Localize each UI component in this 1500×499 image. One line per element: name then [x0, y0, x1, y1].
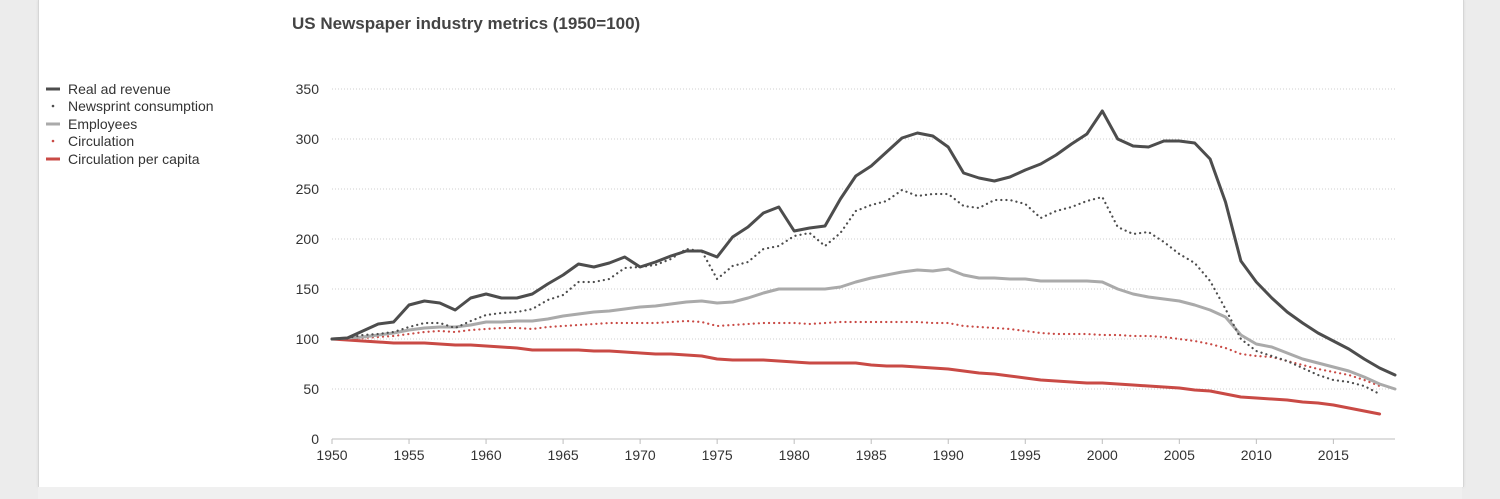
x-tick-label: 1965 [548, 447, 579, 463]
legend-label: Circulation [68, 133, 135, 150]
y-tick-label: 300 [296, 131, 320, 147]
x-tick-label: 1950 [316, 447, 347, 463]
x-tick-label: 1980 [779, 447, 810, 463]
x-tick-label: 1955 [393, 447, 424, 463]
legend: Real ad revenue Newsprint consumption Em… [46, 80, 214, 168]
series-line-employees [330, 267, 1397, 391]
series-line-real-ad-revenue [330, 109, 1397, 377]
footer-strip [38, 487, 1462, 499]
x-tick-label: 2000 [1087, 447, 1118, 463]
x-tick-label: 2010 [1241, 447, 1272, 463]
legend-label: Newsprint consumption [68, 98, 214, 115]
legend-item-employees: Employees [46, 115, 214, 133]
y-tick-label: 150 [296, 281, 320, 297]
x-tick-label: 1995 [1010, 447, 1041, 463]
y-tick-label: 200 [296, 231, 320, 247]
legend-label: Employees [68, 115, 138, 132]
legend-swatch-icon [46, 157, 60, 161]
legend-swatch-icon [51, 104, 55, 108]
x-tick-label: 1990 [933, 447, 964, 463]
legend-item-newsprint-consumption: Newsprint consumption [46, 98, 214, 116]
legend-swatch-icon [51, 139, 55, 143]
legend-swatch-icon [46, 87, 60, 91]
legend-item-circulation-per-capita: Circulation per capita [46, 150, 214, 168]
y-tick-label: 100 [296, 331, 320, 347]
legend-label: Circulation per capita [68, 150, 200, 167]
y-tick-label: 50 [303, 381, 319, 397]
series-line-newsprint-consumption [330, 188, 1381, 396]
legend-swatch-icon [46, 122, 60, 126]
x-tick-label: 1960 [470, 447, 501, 463]
x-tick-label: 2005 [1164, 447, 1195, 463]
chart-title: US Newspaper industry metrics (1950=100) [292, 14, 641, 33]
x-tick-label: 1975 [702, 447, 733, 463]
legend-label: Real ad revenue [68, 80, 171, 97]
x-tick-label: 1985 [856, 447, 887, 463]
series-line-circulation [330, 319, 1381, 388]
legend-item-circulation: Circulation [46, 133, 214, 151]
series-line-circulation-per-capita [330, 337, 1382, 416]
x-tick-label: 2015 [1318, 447, 1349, 463]
chart-card [38, 0, 1464, 487]
y-tick-label: 250 [296, 181, 320, 197]
x-tick-label: 1970 [625, 447, 656, 463]
legend-item-real-ad-revenue: Real ad revenue [46, 80, 214, 98]
y-tick-label: 350 [296, 81, 320, 97]
y-tick-label: 0 [311, 431, 319, 447]
